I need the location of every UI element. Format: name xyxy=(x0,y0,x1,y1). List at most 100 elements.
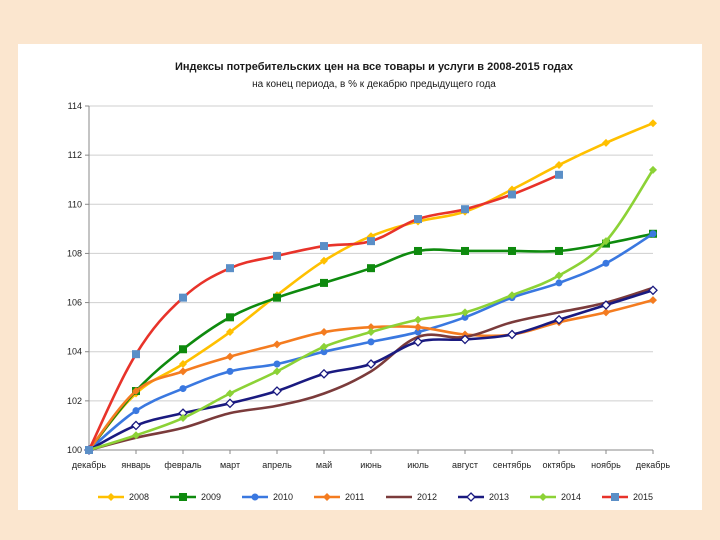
point-2014-1 xyxy=(132,431,140,440)
point-2010-10 xyxy=(555,279,563,287)
point-2010-7 xyxy=(414,328,422,336)
point-2009-8 xyxy=(461,246,469,255)
x-tick-label-12: декабрь xyxy=(636,460,671,470)
x-tick-label-8: август xyxy=(452,460,478,470)
point-2014-2 xyxy=(179,414,187,423)
x-tick-label-7: июль xyxy=(407,460,429,470)
point-2013-12 xyxy=(648,285,658,296)
point-2010-2 xyxy=(179,385,187,393)
point-2010-8 xyxy=(461,313,469,321)
point-2011-3 xyxy=(226,352,234,361)
point-2013-11 xyxy=(601,300,611,310)
legend-label-2011: 2011 xyxy=(345,492,364,502)
line-chart: Индексы потребительских цен на все товар… xyxy=(67,61,670,502)
chart-subtitle: на конец периода, в % к декабрю предыдущ… xyxy=(252,78,496,90)
point-2011-7 xyxy=(414,323,422,332)
point-2014-12 xyxy=(649,165,657,174)
point-2011-12 xyxy=(649,296,657,305)
legend-item-2010: 2010 xyxy=(242,492,293,502)
point-2015-3 xyxy=(226,264,234,273)
point-2013-6 xyxy=(366,359,376,369)
axes: 100 102 104 106 108 110 112 114 декабрь январь фев… xyxy=(67,101,670,470)
y-tick-label-104: 104 xyxy=(67,347,82,357)
legend-marker-2015 xyxy=(611,493,619,501)
y-tick-label-100: 100 xyxy=(67,445,82,455)
legend-label-2010: 2010 xyxy=(273,492,293,502)
point-2015-9 xyxy=(508,190,516,199)
point-2008-5 xyxy=(320,256,328,265)
point-2009-6 xyxy=(367,264,375,273)
legend-marker-2014 xyxy=(539,493,547,501)
x-tick-label-5: май xyxy=(316,460,332,470)
legend: 2008 2009 2010 2011 2012 2013 2014 2015 xyxy=(98,492,653,502)
point-2009-4 xyxy=(273,293,281,302)
point-2015-10 xyxy=(555,170,563,179)
legend-marker-2010 xyxy=(251,493,259,501)
point-2009-7 xyxy=(414,246,422,255)
chart-title: Индексы потребительских цен на все товар… xyxy=(175,61,574,73)
series-line-2012 xyxy=(87,286,655,452)
point-2010-4 xyxy=(273,360,281,368)
point-2015-5 xyxy=(320,242,328,251)
point-2013-7 xyxy=(413,336,423,347)
point-2008-10 xyxy=(555,160,563,169)
point-2015-6 xyxy=(367,237,375,246)
x-tick-label-0: декабрь xyxy=(72,460,107,470)
point-2014-10 xyxy=(555,271,563,280)
point-2013-8 xyxy=(460,334,470,345)
legend-marker-2011 xyxy=(323,493,331,501)
point-2009-3 xyxy=(226,313,234,322)
point-2013-10 xyxy=(554,314,564,325)
x-tick-label-2: февраль xyxy=(164,460,201,470)
point-2010-11 xyxy=(602,259,610,267)
x-tick-label-11: ноябрь xyxy=(591,460,621,470)
point-2014-11 xyxy=(602,237,610,246)
point-2014-9 xyxy=(508,291,516,300)
point-2014-3 xyxy=(226,389,234,398)
point-2013-1 xyxy=(131,420,141,431)
point-2013-9 xyxy=(507,329,517,340)
x-tick-label-9: сентябрь xyxy=(493,460,532,470)
point-2011-4 xyxy=(273,340,281,349)
legend-label-2013: 2013 xyxy=(489,492,509,502)
legend-label-2014: 2014 xyxy=(561,492,581,502)
series-line-2015 xyxy=(87,173,561,452)
point-2011-11 xyxy=(602,308,610,317)
legend-label-2009: 2009 xyxy=(201,492,221,502)
point-2008-12 xyxy=(649,119,657,128)
point-2011-5 xyxy=(320,328,328,337)
point-2010-6 xyxy=(367,338,375,346)
series-group xyxy=(84,119,658,455)
point-2014-4 xyxy=(273,367,281,376)
point-2014-5 xyxy=(320,342,328,351)
point-2008-11 xyxy=(602,138,610,147)
series-2010 xyxy=(85,230,657,454)
y-tick-label-112: 112 xyxy=(68,150,82,160)
point-2011-1 xyxy=(132,387,140,396)
point-2009-9 xyxy=(508,246,516,255)
series-2015 xyxy=(85,170,563,454)
point-2014-7 xyxy=(414,315,422,324)
point-2015-2 xyxy=(179,293,187,302)
point-2010-3 xyxy=(226,367,234,375)
point-2013-4 xyxy=(272,386,282,396)
y-tick-label-108: 108 xyxy=(67,248,82,258)
x-tick-label-10: октябрь xyxy=(543,460,576,470)
point-2009-5 xyxy=(320,278,328,287)
legend-label-2008: 2008 xyxy=(129,492,149,502)
point-2008-2 xyxy=(179,360,187,368)
series-2008 xyxy=(85,119,657,454)
point-2010-1 xyxy=(132,407,140,415)
series-line-2011 xyxy=(87,298,655,452)
legend-item-2008: 2008 xyxy=(98,492,149,502)
legend-item-2013: 2013 xyxy=(458,492,509,502)
y-tick-label-106: 106 xyxy=(67,298,82,308)
x-tick-label-3: март xyxy=(220,460,240,470)
legend-item-2009: 2009 xyxy=(170,492,221,502)
point-2011-2 xyxy=(179,367,187,376)
point-2013-5 xyxy=(319,368,329,379)
legend-label-2012: 2012 xyxy=(417,492,437,502)
x-tick-label-4: апрель xyxy=(262,460,292,470)
y-tick-label-102: 102 xyxy=(67,396,82,406)
slide-panel: Индексы потребительских цен на все товар… xyxy=(18,44,702,510)
